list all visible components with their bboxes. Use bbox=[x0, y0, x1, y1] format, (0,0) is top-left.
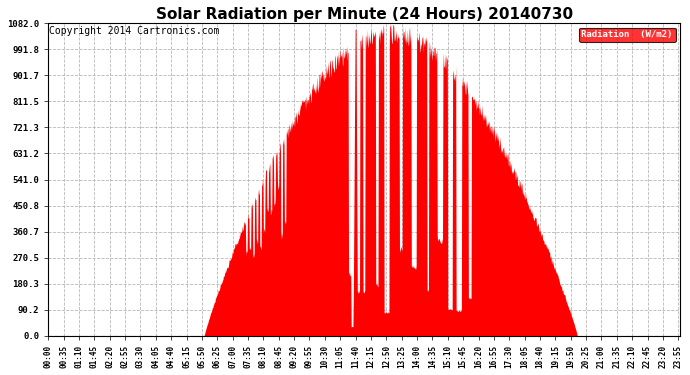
Text: Copyright 2014 Cartronics.com: Copyright 2014 Cartronics.com bbox=[49, 26, 219, 36]
Title: Solar Radiation per Minute (24 Hours) 20140730: Solar Radiation per Minute (24 Hours) 20… bbox=[155, 7, 573, 22]
Legend: Radiation  (W/m2): Radiation (W/m2) bbox=[579, 28, 676, 42]
